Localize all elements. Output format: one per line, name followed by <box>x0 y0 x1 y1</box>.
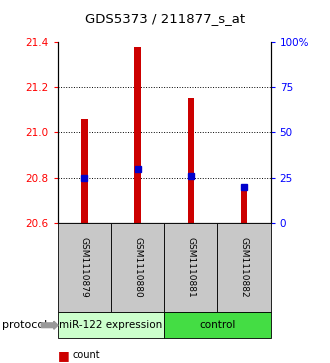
Text: GSM1110881: GSM1110881 <box>186 237 195 298</box>
Text: GSM1110879: GSM1110879 <box>80 237 89 298</box>
Text: count: count <box>73 350 100 360</box>
Text: protocol: protocol <box>2 320 47 330</box>
Bar <box>241 188 247 223</box>
Bar <box>187 98 194 223</box>
Text: ■: ■ <box>58 362 70 363</box>
Text: miR-122 expression: miR-122 expression <box>59 320 163 330</box>
Bar <box>134 48 141 223</box>
Text: GSM1110880: GSM1110880 <box>133 237 142 298</box>
Text: GDS5373 / 211877_s_at: GDS5373 / 211877_s_at <box>85 12 245 25</box>
Text: GSM1110882: GSM1110882 <box>240 237 248 298</box>
Bar <box>81 119 87 223</box>
Text: ■: ■ <box>58 349 70 362</box>
Text: control: control <box>199 320 236 330</box>
